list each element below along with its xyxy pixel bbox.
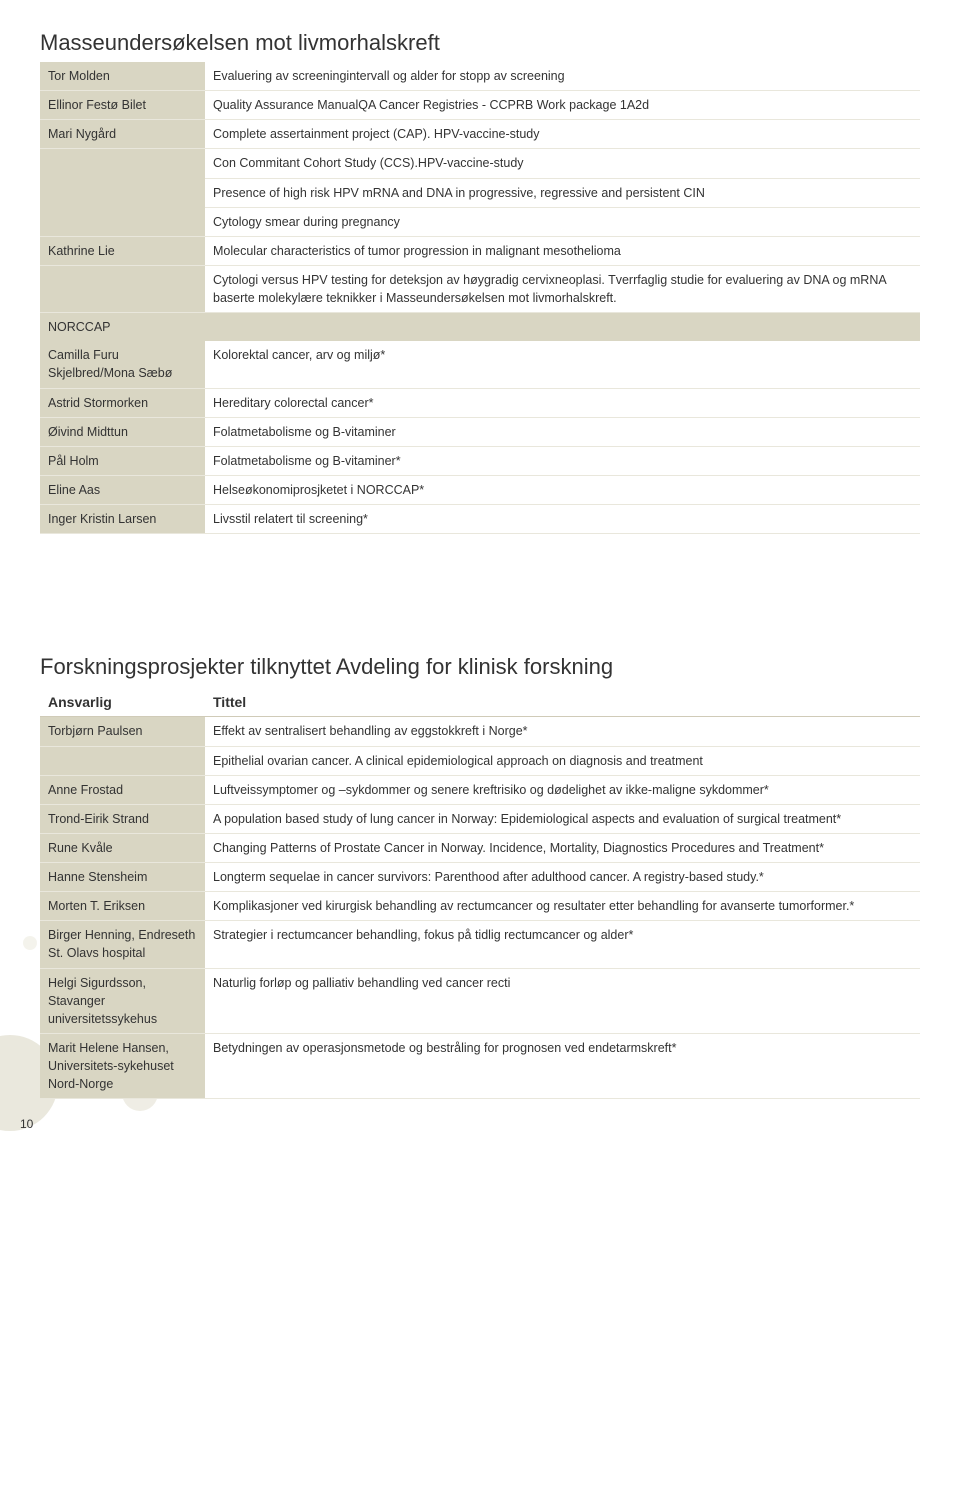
table-row: Con Commitant Cohort Study (CCS).HPV-vac… <box>40 149 920 178</box>
name-cell <box>40 207 205 236</box>
name-cell: Torbjørn Paulsen <box>40 717 205 746</box>
table-row: Cytologi versus HPV testing for deteksjo… <box>40 265 920 312</box>
desc-cell: Helseøkonomiprosjketet i NORCCAP* <box>205 475 920 504</box>
desc-cell: A population based study of lung cancer … <box>205 804 920 833</box>
desc-cell: Strategier i rectumcancer behandling, fo… <box>205 921 920 968</box>
desc-cell: Cytology smear during pregnancy <box>205 207 920 236</box>
name-cell: Kathrine Lie <box>40 236 205 265</box>
page-number: 10 <box>20 1117 33 1131</box>
table-row: Birger Henning, Endreseth St. Olavs hosp… <box>40 921 920 968</box>
name-cell: Morten T. Eriksen <box>40 892 205 921</box>
desc-cell: Changing Patterns of Prostate Cancer in … <box>205 833 920 862</box>
table-row: Eline AasHelseøkonomiprosjketet i NORCCA… <box>40 475 920 504</box>
desc-cell: Quality Assurance ManualQA Cancer Regist… <box>205 91 920 120</box>
table-row: Torbjørn PaulsenEffekt av sentralisert b… <box>40 717 920 746</box>
name-cell: Anne Frostad <box>40 775 205 804</box>
section2-header-row: Ansvarlig Tittel <box>40 686 920 717</box>
name-cell: Ellinor Festø Bilet <box>40 91 205 120</box>
desc-cell: Effekt av sentralisert behandling av egg… <box>205 717 920 746</box>
table-row: Pål HolmFolatmetabolisme og B-vitaminer* <box>40 446 920 475</box>
name-cell: Inger Kristin Larsen <box>40 505 205 534</box>
name-cell: Eline Aas <box>40 475 205 504</box>
name-cell: Trond-Eirik Strand <box>40 804 205 833</box>
desc-cell: Folatmetabolisme og B-vitaminer <box>205 417 920 446</box>
table-row: Epithelial ovarian cancer. A clinical ep… <box>40 746 920 775</box>
table-row: Inger Kristin LarsenLivsstil relatert ti… <box>40 505 920 534</box>
page-container: Masseundersøkelsen mot livmorhalskreft T… <box>0 0 960 1143</box>
desc-cell: Livsstil relatert til screening* <box>205 505 920 534</box>
desc-cell: Betydningen av operasjonsmetode og bestr… <box>205 1033 920 1098</box>
desc-cell: Komplikasjoner ved kirurgisk behandling … <box>205 892 920 921</box>
table-row: Tor MoldenEvaluering av screeninginterva… <box>40 62 920 91</box>
name-cell <box>40 265 205 312</box>
spacer <box>40 1099 920 1123</box>
table-row: Hanne StensheimLongterm sequelae in canc… <box>40 863 920 892</box>
name-cell: Camilla Furu Skjelbred/Mona Sæbø <box>40 341 205 388</box>
name-cell <box>40 178 205 207</box>
table-row: Astrid StormorkenHereditary colorectal c… <box>40 388 920 417</box>
table-row: Trond-Eirik StrandA population based stu… <box>40 804 920 833</box>
name-cell: Tor Molden <box>40 62 205 91</box>
desc-cell: Luftveissymptomer og –sykdommer og sener… <box>205 775 920 804</box>
table-row: Kathrine LieMolecular characteristics of… <box>40 236 920 265</box>
name-cell <box>40 746 205 775</box>
section2-table: Ansvarlig Tittel Torbjørn PaulsenEffekt … <box>40 686 920 1099</box>
name-cell: Marit Helene Hansen, Universitets-sykehu… <box>40 1033 205 1098</box>
name-cell: Pål Holm <box>40 446 205 475</box>
section1-title: Masseundersøkelsen mot livmorhalskreft <box>40 30 920 56</box>
desc-cell: Presence of high risk HPV mRNA and DNA i… <box>205 178 920 207</box>
table-row: Presence of high risk HPV mRNA and DNA i… <box>40 178 920 207</box>
spacer <box>40 534 920 654</box>
desc-cell: Complete assertainment project (CAP). HP… <box>205 120 920 149</box>
table-row: Camilla Furu Skjelbred/Mona SæbøKolorekt… <box>40 341 920 388</box>
desc-cell: Cytologi versus HPV testing for deteksjo… <box>205 265 920 312</box>
name-cell: Birger Henning, Endreseth St. Olavs hosp… <box>40 921 205 968</box>
table-row: Morten T. EriksenKomplikasjoner ved kiru… <box>40 892 920 921</box>
table-row: Marit Helene Hansen, Universitets-sykehu… <box>40 1033 920 1098</box>
table-row: Øivind MidttunFolatmetabolisme og B-vita… <box>40 417 920 446</box>
name-cell: Øivind Midttun <box>40 417 205 446</box>
table-row: Cytology smear during pregnancy <box>40 207 920 236</box>
header-col2: Tittel <box>205 686 920 717</box>
table-row: Anne FrostadLuftveissymptomer og –sykdom… <box>40 775 920 804</box>
name-cell: Astrid Stormorken <box>40 388 205 417</box>
table-row: Helgi Sigurdsson, Stavanger universitets… <box>40 968 920 1033</box>
desc-cell: Hereditary colorectal cancer* <box>205 388 920 417</box>
name-cell: Rune Kvåle <box>40 833 205 862</box>
desc-cell: Evaluering av screeningintervall og alde… <box>205 62 920 91</box>
name-cell: Helgi Sigurdsson, Stavanger universitets… <box>40 968 205 1033</box>
name-cell: Mari Nygård <box>40 120 205 149</box>
table-row: Ellinor Festø BiletQuality Assurance Man… <box>40 91 920 120</box>
desc-cell: Longterm sequelae in cancer survivors: P… <box>205 863 920 892</box>
desc-cell: Epithelial ovarian cancer. A clinical ep… <box>205 746 920 775</box>
desc-cell: Folatmetabolisme og B-vitaminer* <box>205 446 920 475</box>
section1-table: Tor MoldenEvaluering av screeninginterva… <box>40 62 920 534</box>
name-cell <box>40 149 205 178</box>
table-row: Rune KvåleChanging Patterns of Prostate … <box>40 833 920 862</box>
name-cell: Hanne Stensheim <box>40 863 205 892</box>
group-heading: NORCCAP <box>40 313 920 342</box>
table-row: Mari NygårdComplete assertainment projec… <box>40 120 920 149</box>
header-col1: Ansvarlig <box>40 686 205 717</box>
desc-cell: Kolorektal cancer, arv og miljø* <box>205 341 920 388</box>
desc-cell: Naturlig forløp og palliativ behandling … <box>205 968 920 1033</box>
desc-cell: Con Commitant Cohort Study (CCS).HPV-vac… <box>205 149 920 178</box>
section2-title: Forskningsprosjekter tilknyttet Avdeling… <box>40 654 920 680</box>
desc-cell: Molecular characteristics of tumor progr… <box>205 236 920 265</box>
